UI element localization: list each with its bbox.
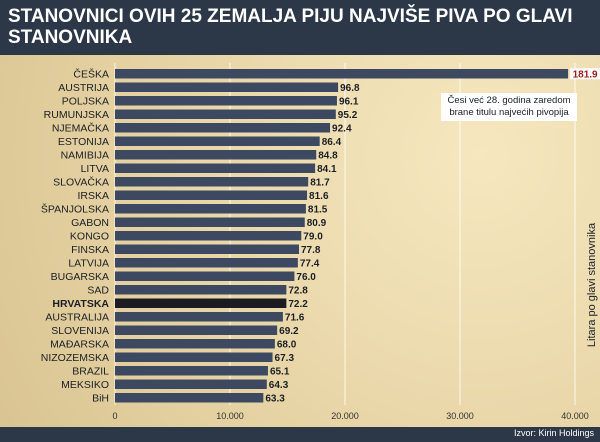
value-label: 77.4 bbox=[300, 258, 320, 269]
category-label: ČEŠKA bbox=[73, 68, 109, 81]
bar bbox=[115, 217, 305, 227]
category-label: NAMIBIJA bbox=[61, 150, 109, 162]
bar bbox=[115, 123, 331, 133]
header-bar: STANOVNICI OVIH 25 ZEMALJA PIJU NAJVIŠE … bbox=[0, 0, 600, 55]
value-label: 84.8 bbox=[318, 150, 338, 161]
category-label: BRAZIL bbox=[72, 366, 109, 378]
category-label: RUMUNJSKA bbox=[44, 109, 109, 121]
value-label: 72.8 bbox=[288, 285, 308, 296]
value-label: 63.3 bbox=[265, 393, 285, 404]
value-label: 81.6 bbox=[309, 191, 329, 202]
bar bbox=[115, 352, 273, 362]
value-label: 68.0 bbox=[277, 339, 297, 350]
bar bbox=[115, 325, 278, 335]
value-label: 67.3 bbox=[275, 353, 295, 364]
value-label: 84.1 bbox=[317, 164, 337, 175]
category-label: MAĐARSKA bbox=[50, 339, 109, 351]
value-label: 64.3 bbox=[269, 380, 289, 391]
bar bbox=[115, 69, 569, 79]
value-label: 181.9 bbox=[573, 69, 598, 80]
x-tick-labels: 0 10.000 20.000 30.000 40.000 bbox=[112, 411, 588, 421]
category-label: GABON bbox=[71, 217, 109, 229]
category-label: SLOVAČKA bbox=[53, 176, 109, 189]
value-label: 69.2 bbox=[279, 326, 299, 337]
value-label: 96.8 bbox=[340, 83, 360, 94]
annotation-box: Česi već 28. godina zaredom brane titulu… bbox=[441, 93, 577, 121]
category-label: POLJSKA bbox=[62, 96, 109, 108]
bar bbox=[115, 366, 268, 376]
category-label: LATVIJA bbox=[68, 258, 109, 270]
category-label: SLOVENIJA bbox=[51, 325, 109, 337]
category-label: BUGARSKA bbox=[51, 271, 109, 283]
value-label: 65.1 bbox=[270, 366, 290, 377]
value-label: 86.4 bbox=[322, 137, 342, 148]
footer-bar: Izvor: Kirin Holdings bbox=[0, 427, 600, 442]
bar bbox=[115, 109, 336, 119]
category-label: SAD bbox=[87, 285, 109, 297]
category-label: NJEMAČKA bbox=[52, 122, 109, 135]
value-label: 81.7 bbox=[310, 177, 330, 188]
bar bbox=[115, 298, 287, 308]
category-label: NIZOZEMSKA bbox=[41, 352, 109, 364]
x-tick-label: 30.000 bbox=[446, 411, 474, 421]
bar bbox=[115, 163, 316, 173]
value-label: 92.4 bbox=[332, 123, 352, 134]
value-label: 96.1 bbox=[339, 96, 359, 107]
category-label: MEKSIKO bbox=[61, 379, 109, 391]
bars bbox=[115, 69, 569, 403]
bar bbox=[115, 312, 283, 322]
x-tick-label: 40.000 bbox=[561, 411, 589, 421]
category-label: IRSKA bbox=[77, 190, 109, 202]
category-label: HRVATSKA bbox=[52, 298, 109, 310]
bar bbox=[115, 393, 264, 403]
category-label: ESTONIJA bbox=[58, 136, 109, 148]
bar bbox=[115, 231, 302, 241]
chart-title: STANOVNICI OVIH 25 ZEMALJA PIJU NAJVIŠE … bbox=[8, 6, 573, 48]
category-label: AUSTRALIJA bbox=[45, 312, 109, 324]
bar bbox=[115, 258, 298, 268]
category-label: LITVA bbox=[81, 163, 109, 175]
bar bbox=[115, 285, 287, 295]
value-label: 76.0 bbox=[296, 272, 316, 283]
bar bbox=[115, 136, 320, 146]
value-labels: 181.9 96.8 96.1 95.2 92.4 86.4 84.8 84.1 81.7 81.… bbox=[265, 68, 600, 404]
category-label: BiH bbox=[92, 393, 109, 405]
bar bbox=[115, 96, 337, 106]
value-label: 77.8 bbox=[301, 245, 321, 256]
value-label: 72.2 bbox=[288, 299, 308, 310]
bar bbox=[115, 150, 317, 160]
x-tick-label: 10.000 bbox=[216, 411, 244, 421]
bar bbox=[115, 190, 308, 200]
value-label-bg bbox=[570, 68, 600, 80]
bar bbox=[115, 379, 267, 389]
bar bbox=[115, 177, 309, 187]
bar bbox=[115, 339, 275, 349]
category-label: KONGO bbox=[70, 231, 109, 243]
x-tick-label: 0 bbox=[112, 411, 117, 421]
x-tick-label: 20.000 bbox=[331, 411, 359, 421]
value-label: 95.2 bbox=[338, 110, 358, 121]
source-label: Izvor: Kirin Holdings bbox=[513, 428, 594, 438]
category-label: FINSKA bbox=[71, 244, 109, 256]
category-label: ŠPANJOLSKA bbox=[41, 203, 109, 216]
bar bbox=[115, 244, 299, 254]
value-label: 79.0 bbox=[303, 231, 323, 242]
value-label: 80.9 bbox=[307, 218, 327, 229]
value-label: 71.6 bbox=[285, 312, 305, 323]
axis-label: Litara po glavi stanovnika bbox=[586, 222, 598, 347]
bar bbox=[115, 271, 295, 281]
bar bbox=[115, 82, 339, 92]
value-label: 81.5 bbox=[308, 204, 328, 215]
category-label: AUSTRIJA bbox=[58, 82, 109, 94]
bar bbox=[115, 204, 306, 214]
